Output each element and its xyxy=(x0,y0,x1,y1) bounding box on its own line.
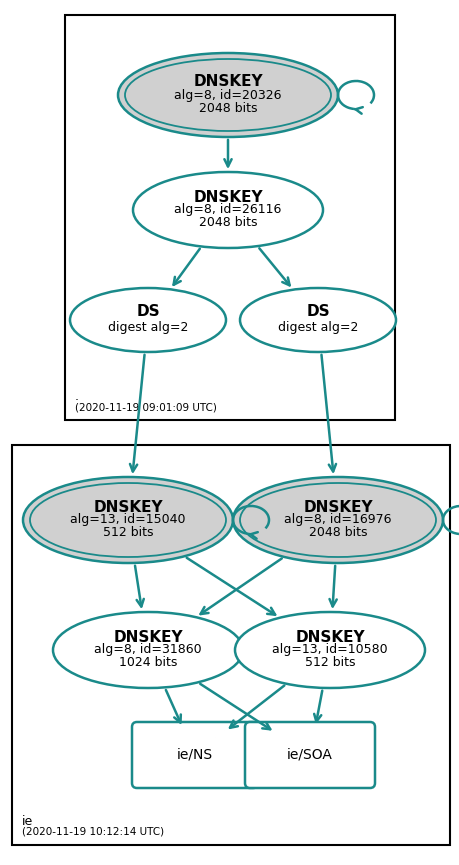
FancyBboxPatch shape xyxy=(132,722,258,788)
Text: (2020-11-19 10:12:14 UTC): (2020-11-19 10:12:14 UTC) xyxy=(22,827,164,837)
Text: alg=8, id=31860: alg=8, id=31860 xyxy=(94,644,202,657)
Text: alg=13, id=15040: alg=13, id=15040 xyxy=(70,514,186,527)
Text: .: . xyxy=(75,390,79,403)
Ellipse shape xyxy=(133,172,323,248)
Text: alg=8, id=26116: alg=8, id=26116 xyxy=(174,203,282,216)
Text: alg=8, id=16976: alg=8, id=16976 xyxy=(284,514,392,527)
Text: DS: DS xyxy=(306,304,330,319)
Ellipse shape xyxy=(118,53,338,137)
Text: DNSKEY: DNSKEY xyxy=(295,630,365,644)
Ellipse shape xyxy=(53,612,243,688)
Text: DNSKEY: DNSKEY xyxy=(303,499,373,515)
Text: (2020-11-19 09:01:09 UTC): (2020-11-19 09:01:09 UTC) xyxy=(75,402,217,412)
Ellipse shape xyxy=(23,477,233,563)
Text: ie/SOA: ie/SOA xyxy=(287,748,333,762)
Text: 2048 bits: 2048 bits xyxy=(199,216,257,229)
Ellipse shape xyxy=(240,288,396,352)
Bar xyxy=(12,445,450,845)
Text: alg=13, id=10580: alg=13, id=10580 xyxy=(272,644,388,657)
Text: alg=8, id=20326: alg=8, id=20326 xyxy=(174,88,282,101)
Text: DNSKEY: DNSKEY xyxy=(193,189,263,204)
Ellipse shape xyxy=(70,288,226,352)
FancyBboxPatch shape xyxy=(245,722,375,788)
Bar xyxy=(65,15,395,420)
Text: 2048 bits: 2048 bits xyxy=(309,527,367,540)
Text: DNSKEY: DNSKEY xyxy=(93,499,163,515)
Ellipse shape xyxy=(233,477,443,563)
Text: 2048 bits: 2048 bits xyxy=(199,101,257,114)
Ellipse shape xyxy=(235,612,425,688)
Text: digest alg=2: digest alg=2 xyxy=(278,322,358,335)
Text: digest alg=2: digest alg=2 xyxy=(108,322,188,335)
Text: DS: DS xyxy=(136,304,160,319)
Text: ie: ie xyxy=(22,815,33,828)
Text: 512 bits: 512 bits xyxy=(305,657,355,670)
Text: ie/NS: ie/NS xyxy=(177,748,213,762)
Text: DNSKEY: DNSKEY xyxy=(113,630,183,644)
Text: DNSKEY: DNSKEY xyxy=(193,74,263,89)
Text: 1024 bits: 1024 bits xyxy=(119,657,177,670)
Text: 512 bits: 512 bits xyxy=(103,527,153,540)
